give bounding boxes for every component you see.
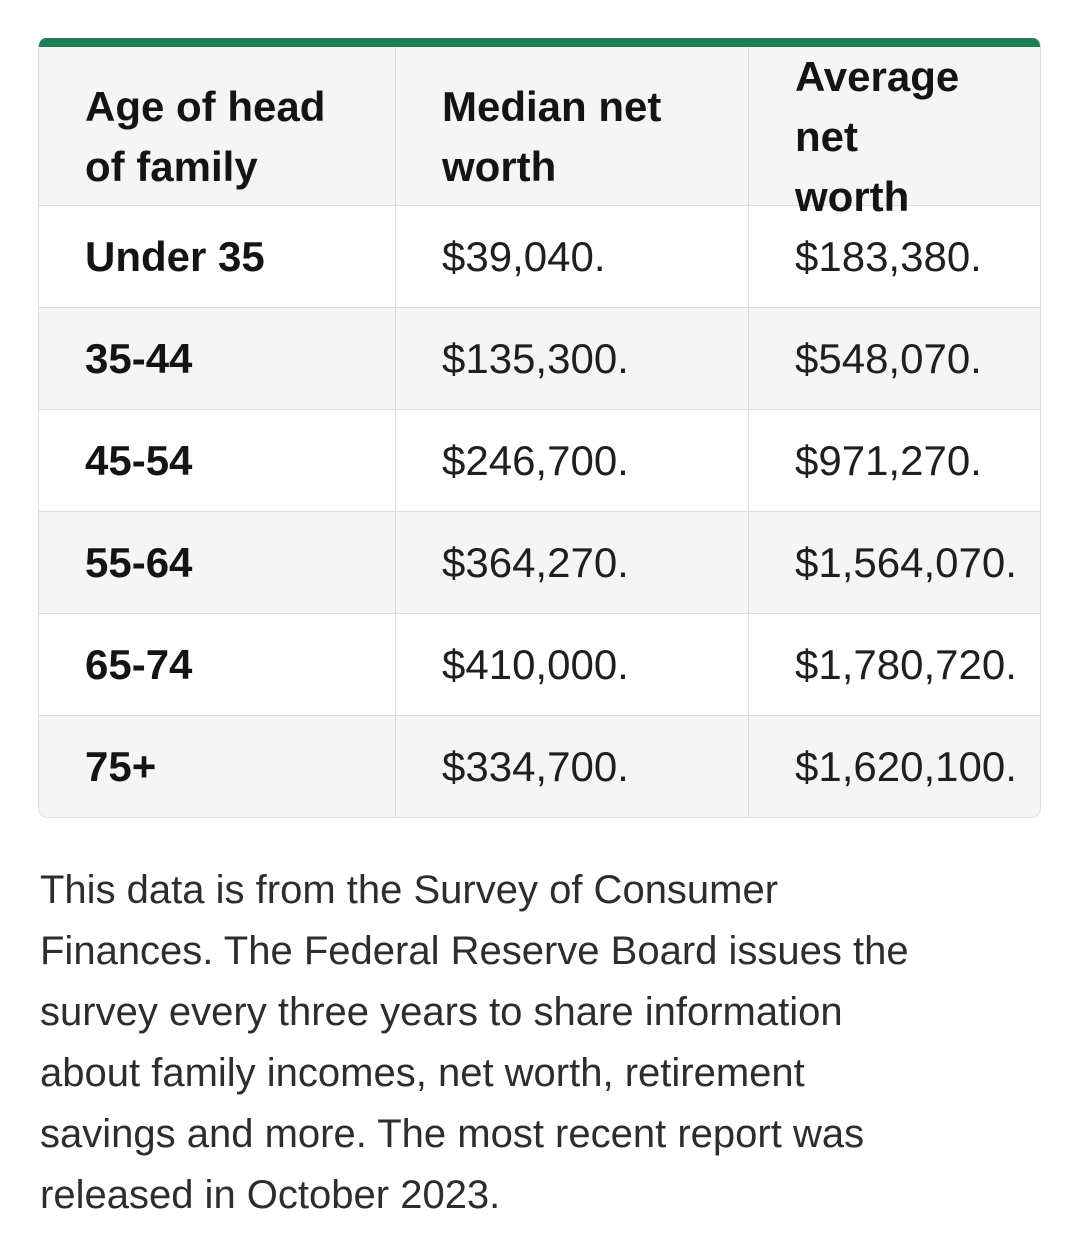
cell-age: Under 35 [39,206,396,307]
header-median-line1: Median net [442,83,662,130]
cell-average-value: $183,380. [795,232,982,280]
cell-age: 75+ [39,716,396,817]
source-note-line: about family incomes, net worth, retirem… [40,1051,805,1095]
table-row: 65-74 $410,000. $1,780,720. [39,613,1040,715]
source-note-line: Finances. The Federal Reserve Board issu… [40,929,909,973]
cell-average-value: $1,780,720. [795,640,1017,688]
cell-age: 55-64 [39,512,396,613]
cell-median-value: $364,270. [396,512,749,613]
table-row: 75+ $334,700. $1,620,100. [39,715,1040,817]
table-row: 55-64 $364,270. $1,564,070. [39,511,1040,613]
source-note-line: This data is from the Survey of Consumer [40,868,779,912]
cell-median-value: $246,700. [396,410,749,511]
cell-median-value: $39,040. [396,206,749,307]
table-row: 35-44 $135,300. $548,070. [39,307,1040,409]
header-cell-age: Age of head of family [39,47,396,227]
cell-age: 65-74 [39,614,396,715]
source-note-line: released in October 2023. [40,1173,501,1217]
source-note-line: survey every three years to share inform… [40,990,843,1034]
cell-median-value: $410,000. [396,614,749,715]
table-header-row: Age of head of family Median net worth A… [39,47,1040,227]
cell-average-value: $548,070. [795,334,982,382]
header-median-line2: worth [442,143,557,190]
cell-average-value: $1,620,100. [795,742,1017,790]
header-age-line2: of family [85,143,258,190]
source-note-line: savings and more. The most recent report… [40,1112,865,1156]
table-row: Under 35 $39,040. $183,380. [39,205,1040,307]
cell-average-value: $1,564,070. [795,538,1017,586]
table-row: 45-54 $246,700. $971,270. [39,409,1040,511]
cell-age: 35-44 [39,308,396,409]
source-note-paragraph: This data is from the Survey of Consumer… [40,860,1030,1226]
cell-age: 45-54 [39,410,396,511]
cell-average-value: $971,270. [795,436,982,484]
header-average-line1: Average net [795,53,960,160]
table-top-accent-bar [39,38,1040,47]
header-cell-median: Median net worth [396,47,749,227]
net-worth-table: Age of head of family Median net worth A… [38,38,1041,818]
header-age-line1: Age of head [85,83,326,130]
cell-median-value: $334,700. [396,716,749,817]
header-average-line2: worth [795,173,910,220]
header-cell-average: Average net worth [749,47,1040,227]
cell-median-value: $135,300. [396,308,749,409]
